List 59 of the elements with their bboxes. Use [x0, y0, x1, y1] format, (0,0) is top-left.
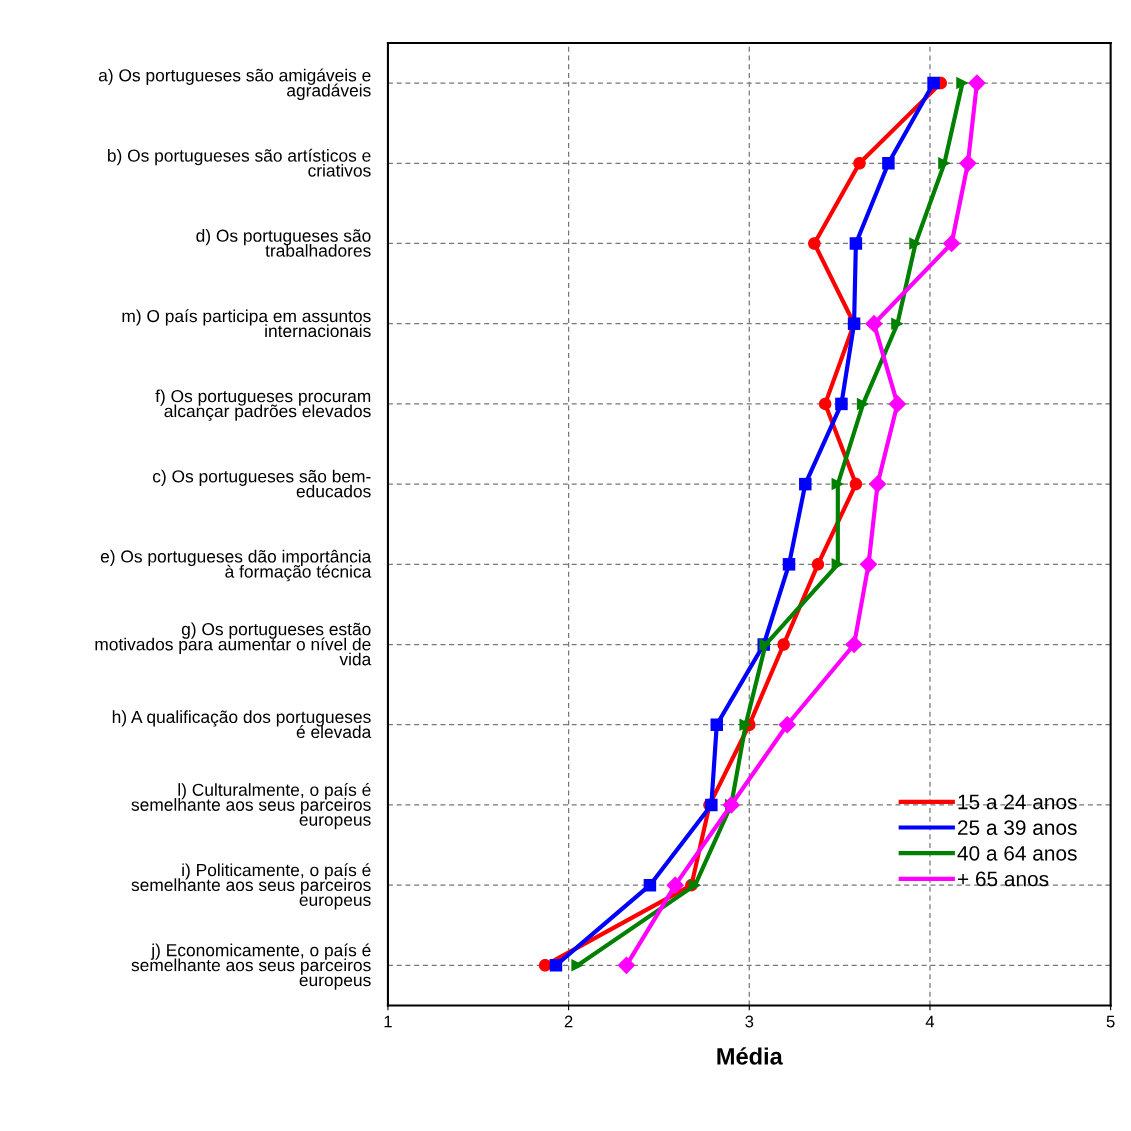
y-tick-label: h) A qualificação dos portugueses é elevada	[112, 710, 372, 739]
point	[739, 718, 752, 731]
point	[856, 397, 870, 411]
point	[818, 397, 832, 411]
point	[865, 314, 883, 333]
x-tick-label: 2	[564, 1015, 573, 1028]
point	[831, 477, 845, 491]
legend-label: 40 a 64 anos	[957, 845, 1077, 861]
y-tick-label: j) Economicamente, o país é semelhante aos seus parceiros europeus	[131, 943, 371, 990]
y-tick-label: c) Os portugueses são bem- educados	[152, 469, 371, 498]
point	[859, 555, 878, 574]
point	[835, 397, 848, 411]
y-tick-label: m) O país participa em assuntos internacionais	[122, 309, 371, 338]
point	[956, 76, 969, 90]
point	[968, 74, 986, 92]
point	[666, 876, 685, 894]
x-tick-label: 4	[925, 1015, 935, 1028]
point	[891, 317, 904, 330]
point	[868, 475, 887, 493]
point	[777, 638, 790, 651]
point	[782, 558, 796, 571]
x-tick-label: 3	[745, 1015, 754, 1028]
x-tick-label: 1	[384, 1015, 392, 1028]
y-tick-label: l) Culturalmente, o país é semelhante aos seus parceiros europeus	[131, 782, 371, 830]
x-tick-label: 5	[1106, 1015, 1115, 1028]
y-tick-label: f) Os portugueses procuram alcançar padrões elevados	[155, 389, 371, 421]
y-tick-label: a) Os portugueses são amigáveis e agradáveis	[98, 68, 371, 100]
point	[549, 959, 563, 972]
point	[845, 635, 863, 654]
point	[617, 956, 636, 975]
point	[538, 959, 552, 972]
point	[643, 878, 657, 892]
point	[849, 477, 863, 491]
point	[849, 237, 863, 250]
y-tick-label: d) Os portugueses são trabalhadores	[196, 229, 371, 257]
legend-label: 15 a 24 anos	[958, 794, 1077, 810]
point	[942, 234, 961, 253]
point	[571, 959, 584, 972]
point	[811, 558, 825, 571]
legend-label: + 65 anos	[957, 871, 1049, 887]
point	[831, 558, 845, 571]
point	[710, 718, 724, 731]
point	[909, 237, 922, 250]
point	[938, 157, 951, 170]
point	[882, 157, 895, 170]
point	[688, 878, 702, 892]
point	[853, 157, 866, 170]
legend-label: 25 a 39 anos	[958, 820, 1077, 835]
y-tick-label: e) Os portugueses dão importância à formação técnica	[100, 549, 372, 582]
x-axis-title: Média	[717, 1047, 783, 1065]
point	[927, 76, 940, 90]
point	[778, 715, 797, 734]
point	[959, 154, 977, 173]
y-tick-label: i) Politicamente, o país é semelhante aos seus parceiros europeus	[131, 863, 371, 910]
point	[808, 237, 821, 250]
y-tick-label: g) Os portugueses estão motivados para aumentar o nível de vida	[95, 622, 372, 666]
point	[888, 395, 907, 413]
point	[799, 477, 812, 491]
y-tick-label: b) Os portugueses são artísticos e criativos	[108, 148, 371, 177]
